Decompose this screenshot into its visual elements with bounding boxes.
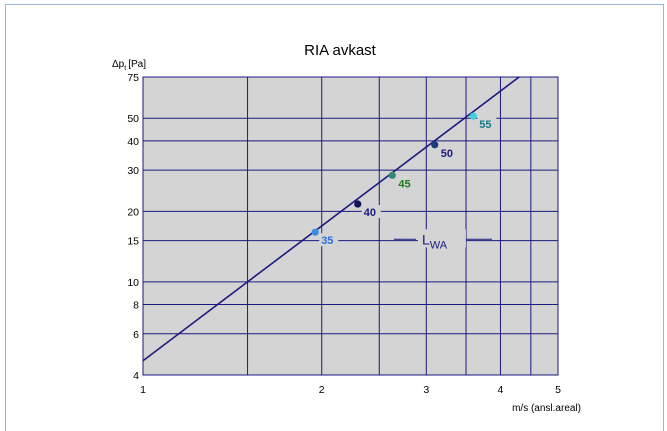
data-point-label: 55 (479, 119, 491, 131)
chart-frame: RIA avkast Δpt [Pa] m/s (ansl.areal) 1 2 3 4… (5, 4, 664, 431)
x-tick-label: 3 (423, 384, 429, 396)
x-tick-label: 2 (319, 384, 325, 396)
point-label-bg (361, 205, 381, 219)
x-tick-label: 4 (498, 384, 504, 396)
y-tick-label: 6 (133, 329, 139, 341)
data-point (431, 141, 439, 149)
y-tick-label: 40 (127, 136, 139, 148)
lwa-label: LWA (422, 231, 448, 251)
series-line (142, 76, 520, 362)
y-tick-label: 10 (127, 277, 139, 289)
y-tick-label: 20 (127, 206, 139, 218)
y-tick-label: 4 (133, 370, 139, 382)
chart-svg: RIA avkast Δpt [Pa] m/s (ansl.areal) 1 2 3 4… (112, 42, 581, 414)
y-tick-label: 50 (127, 113, 139, 125)
x-axis-label: m/s (ansl.areal) (512, 403, 581, 414)
lwa-label-bg (417, 229, 466, 248)
data-point-label: 50 (441, 148, 453, 160)
x-tick-label: 5 (555, 384, 561, 396)
data-point (469, 112, 477, 120)
y-axis-label-sub: t (124, 65, 126, 72)
y-tick-label: 8 (133, 300, 139, 312)
data-point (354, 200, 362, 208)
data-points: 35 40 45 50 55 (311, 112, 497, 247)
y-axis-label-unit: [Pa] (128, 59, 146, 70)
y-tick-label: 15 (127, 236, 139, 248)
y-tick-label: 30 (127, 165, 139, 177)
lwa-label-main: L (422, 231, 430, 247)
series: LWA (142, 76, 520, 362)
point-label-bg (319, 233, 339, 247)
point-label-bg (438, 145, 458, 159)
data-point (388, 171, 396, 179)
chart-title: RIA avkast (304, 42, 377, 59)
y-axis-label-main: Δp (112, 59, 125, 70)
lwa-label-sub: WA (430, 239, 448, 251)
data-point-label: 45 (398, 178, 410, 190)
data-point-label: 35 (321, 235, 333, 247)
grid (142, 76, 559, 376)
data-point-label: 40 (364, 207, 376, 219)
y-axis-label: Δpt [Pa] (112, 59, 146, 72)
data-point (311, 228, 319, 236)
point-label-bg (477, 117, 497, 131)
point-label-bg (396, 176, 416, 190)
x-tick-label: 1 (140, 384, 146, 396)
y-tick-label: 75 (127, 72, 139, 84)
